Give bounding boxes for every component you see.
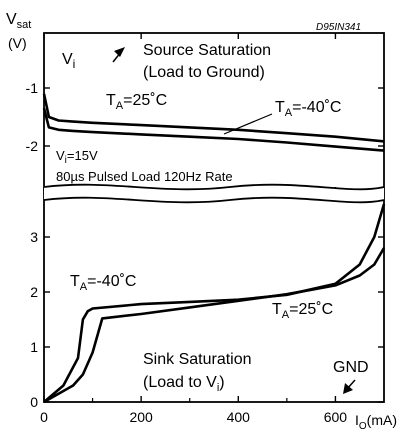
figure-code: D95IN341: [316, 22, 361, 33]
y-axis-label: Vsat: [6, 11, 31, 31]
label-ta-25-top: TA=25˚C: [106, 92, 167, 112]
y-tick-label: 1: [30, 339, 38, 355]
axis-break-top-wave: [43, 183, 385, 191]
y-tick-label: -2: [26, 138, 39, 154]
series-line-1-0: [43, 203, 386, 403]
x-axis-label: IO(mA): [355, 412, 397, 432]
label-ta-25-bottom: TA=25˚C: [272, 301, 333, 321]
gnd-arrow-icon: [343, 379, 356, 394]
axis-break-bottom-wave: [43, 196, 385, 204]
series-line-1-1: [43, 247, 386, 404]
series-line-0-0: [42, 93, 385, 143]
source-title-line1: Source Saturation: [143, 42, 271, 59]
source-arrow-icon: [112, 47, 125, 63]
condition-pulse: 80µs Pulsed Load 120Hz Rate: [56, 169, 233, 184]
gnd-label: GND: [333, 359, 369, 376]
x-tick-label: 0: [40, 409, 48, 425]
label-ta-m40-top: TA=-40˚C: [275, 99, 341, 119]
x-tick-label: 200: [129, 409, 153, 425]
y-tick-label: 2: [30, 284, 38, 300]
sink-title-line2: (Load to Vi): [143, 374, 225, 394]
y-tick-label: -1: [26, 80, 39, 96]
sink-saturation-panel: 0 1 2 3 0 200 400 600: [30, 193, 386, 425]
x-tick-label: 400: [227, 409, 251, 425]
series-line-0-1: [42, 107, 385, 152]
y-tick-label: 3: [30, 229, 38, 245]
y-tick-label: 0: [30, 394, 38, 410]
source-title-line2: (Load to Ground): [143, 64, 265, 81]
sink-title-line1: Sink Saturation: [143, 351, 252, 368]
x-tick-label: 600: [324, 409, 348, 425]
pointer-ta-m40-top: [223, 113, 273, 135]
label-ta-m40-bottom: TA=-40˚C: [70, 273, 136, 293]
condition-vi: Vi=15V: [56, 148, 98, 166]
vi-label-top: Vi: [62, 51, 75, 71]
y-axis-unit: (V): [8, 35, 27, 51]
